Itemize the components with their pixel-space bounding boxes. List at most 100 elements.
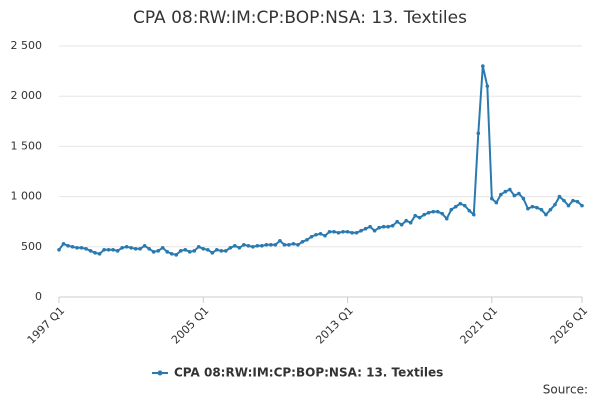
y-tick-label: 2 000 — [11, 89, 43, 102]
data-point — [129, 246, 133, 250]
data-point — [499, 192, 503, 197]
data-point — [458, 201, 463, 206]
data-point — [251, 245, 255, 249]
data-point — [485, 84, 490, 88]
data-point — [521, 196, 526, 201]
data-point — [169, 252, 174, 256]
data-point — [345, 229, 350, 234]
data-point — [66, 243, 70, 248]
data-point — [309, 234, 314, 239]
data-point — [336, 230, 341, 235]
data-point — [210, 251, 215, 255]
data-point — [571, 198, 575, 203]
data-point — [318, 231, 323, 236]
data-point — [165, 250, 170, 254]
data-point — [111, 248, 115, 252]
data-point — [350, 230, 354, 235]
data-point — [242, 242, 246, 247]
legend-marker — [157, 370, 163, 376]
data-point — [196, 245, 201, 249]
data-point — [359, 228, 363, 233]
data-point — [481, 64, 485, 68]
data-point — [575, 199, 580, 204]
data-point — [260, 243, 264, 248]
data-point — [526, 206, 530, 211]
data-point — [413, 213, 417, 218]
data-point — [494, 200, 499, 205]
data-point — [426, 210, 431, 215]
data-point — [381, 224, 386, 229]
data-point — [97, 252, 102, 256]
data-point — [300, 239, 305, 244]
data-point — [138, 247, 142, 251]
data-point — [142, 243, 147, 248]
source: Source: — [543, 383, 588, 397]
data-point — [566, 203, 571, 208]
data-point — [102, 248, 106, 252]
x-tick-label: 2026 Q1 — [548, 304, 591, 347]
data-point — [79, 246, 84, 250]
data-point — [233, 243, 237, 248]
data-point — [246, 243, 251, 248]
data-point — [70, 245, 75, 249]
data-point — [417, 215, 422, 220]
data-point — [404, 218, 408, 223]
data-point — [296, 242, 300, 247]
data-point — [120, 246, 124, 250]
data-point — [215, 248, 219, 252]
data-point — [399, 222, 404, 227]
data-point — [354, 230, 359, 235]
data-point — [341, 229, 345, 234]
data-point — [395, 219, 399, 224]
data-point — [490, 196, 494, 201]
data-point — [228, 246, 233, 250]
data-point — [332, 229, 336, 234]
data-point — [224, 249, 228, 253]
data-point — [57, 248, 61, 252]
data-point — [467, 208, 472, 213]
data-point — [93, 251, 97, 255]
data-point — [444, 216, 449, 221]
data-point — [327, 229, 332, 234]
x-tick-label: 2021 Q1 — [458, 304, 501, 347]
data-point — [269, 242, 273, 247]
data-point — [453, 204, 458, 209]
data-point — [431, 209, 436, 214]
data-point — [386, 224, 390, 229]
data-point — [512, 193, 517, 198]
x-tick-label: 2013 Q1 — [313, 304, 356, 347]
y-tick-label: 500 — [21, 240, 42, 253]
data-point — [147, 247, 151, 251]
data-point — [508, 187, 512, 192]
data-point — [557, 194, 562, 199]
data-point — [84, 247, 88, 251]
data-point — [440, 211, 445, 216]
data-point — [562, 198, 566, 203]
data-point — [305, 237, 309, 242]
data-point — [75, 246, 79, 250]
data-point — [314, 232, 318, 237]
data-point — [219, 249, 224, 253]
data-point — [88, 249, 93, 253]
data-point — [133, 247, 138, 251]
data-point — [535, 205, 539, 210]
data-point — [61, 241, 66, 246]
data-point — [323, 233, 327, 238]
data-point — [183, 248, 188, 252]
data-point — [363, 226, 368, 231]
y-tick-label: 1 000 — [11, 190, 43, 203]
data-point — [106, 248, 111, 252]
x-tick-label: 2005 Q1 — [169, 304, 212, 347]
data-point — [151, 250, 156, 254]
data-point — [160, 246, 165, 250]
data-point — [255, 243, 260, 248]
data-point — [201, 247, 206, 251]
data-point — [205, 248, 210, 252]
data-point — [390, 223, 395, 228]
data-point — [530, 204, 535, 209]
data-point — [156, 249, 160, 253]
data-point — [291, 241, 296, 246]
data-point — [282, 242, 287, 247]
y-tick-label: 0 — [35, 290, 42, 303]
x-tick-label: 1997 Q1 — [25, 304, 68, 347]
